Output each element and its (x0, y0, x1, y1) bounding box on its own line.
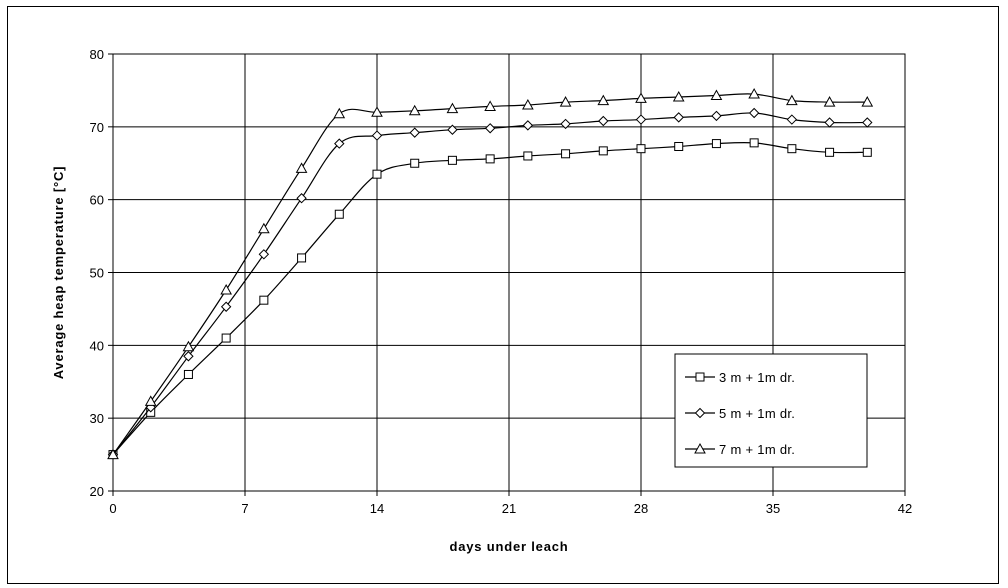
series-1 (108, 138, 872, 460)
x-tick-label: 7 (241, 501, 248, 516)
legend-label: 5 m + 1m dr. (719, 406, 795, 421)
data-point-diamond (711, 110, 722, 122)
data-point-square (825, 147, 835, 157)
data-point-triangle (446, 102, 459, 114)
y-tick-label: 20 (90, 484, 104, 499)
data-point-square (561, 149, 571, 159)
data-point-triangle (182, 340, 195, 352)
data-point-square (410, 158, 420, 168)
data-point-diamond (334, 138, 345, 149)
legend-item: 5 m + 1m dr. (685, 406, 795, 421)
data-point-diamond (183, 351, 194, 362)
data-point-square (372, 169, 382, 179)
data-point-triangle (559, 96, 572, 107)
data-point-square (862, 147, 872, 157)
data-point-square (485, 154, 495, 164)
data-point-square (674, 141, 684, 151)
data-point-diamond (635, 114, 647, 125)
x-axis-title: days under leach (449, 539, 568, 554)
data-point-triangle (107, 448, 119, 460)
x-tick-label: 14 (370, 501, 384, 516)
data-point-triangle (371, 106, 383, 117)
data-point-diamond (258, 249, 270, 260)
data-point-diamond (409, 127, 420, 138)
data-point-triangle (823, 96, 836, 107)
grid-lines (112, 53, 906, 492)
data-point-triangle (710, 89, 723, 101)
x-tick-label: 0 (109, 501, 116, 516)
data-point-triangle (295, 162, 308, 173)
data-point-triangle (748, 88, 760, 99)
legend-item: 3 m + 1m dr. (685, 370, 795, 385)
legend: 3 m + 1m dr. 5 m + 1m dr. 7 m + 1m dr. (674, 353, 868, 468)
legend-marker-diamond (694, 407, 706, 419)
x-tick-label: 42 (898, 501, 912, 516)
axis-ticks: 20 30 40 50 60 70 80 0 7 14 21 28 35 42 (90, 47, 913, 516)
data-point-diamond (673, 112, 684, 123)
x-tick-label: 21 (502, 501, 516, 516)
data-point-diamond (862, 117, 873, 128)
y-tick-label: 80 (90, 47, 104, 62)
data-point-triangle (672, 90, 685, 102)
data-point-diamond (748, 107, 760, 119)
data-point-triangle (522, 98, 534, 110)
data-point-diamond (598, 115, 609, 127)
data-point-diamond (371, 130, 383, 141)
data-point-square (259, 295, 269, 305)
chart-frame (7, 6, 999, 584)
y-tick-label: 50 (90, 266, 104, 281)
data-point-diamond (447, 124, 458, 135)
series-3 (107, 88, 874, 460)
legend-item: 7 m + 1m dr. (685, 442, 795, 457)
y-tick-label: 70 (90, 120, 104, 135)
data-point-triangle (144, 395, 157, 406)
legend-label: 7 m + 1m dr. (719, 442, 795, 457)
data-point-square (297, 253, 307, 263)
data-point-triangle (220, 283, 232, 295)
data-point-square (183, 369, 193, 379)
data-point-triangle (786, 94, 798, 106)
data-point-square (221, 333, 231, 343)
data-point-triangle (597, 94, 610, 106)
data-point-square (749, 138, 759, 148)
data-point-triangle (408, 104, 421, 116)
data-point-square (447, 155, 457, 165)
data-point-triangle (333, 107, 346, 119)
data-point-triangle (635, 92, 647, 103)
legend-marker-square (695, 372, 705, 382)
data-point-triangle (861, 96, 874, 107)
data-point-diamond (522, 120, 534, 131)
data-point-diamond (786, 114, 798, 125)
series-lines (107, 88, 874, 460)
data-point-diamond (220, 301, 232, 312)
data-point-square (711, 139, 721, 149)
data-point-triangle (484, 100, 496, 111)
data-point-square (636, 144, 646, 154)
data-point-square (787, 144, 797, 154)
y-axis-title: Average heap temperature [°C] (51, 166, 66, 380)
data-point-square (334, 209, 344, 219)
data-point-diamond (296, 193, 307, 204)
data-point-square (523, 151, 533, 161)
y-tick-label: 60 (90, 193, 104, 208)
legend-label: 3 m + 1m dr. (719, 370, 795, 385)
y-tick-label: 40 (90, 338, 104, 353)
x-tick-label: 28 (634, 501, 648, 516)
x-tick-label: 35 (766, 501, 780, 516)
data-point-diamond (484, 123, 496, 134)
data-point-diamond (560, 118, 571, 130)
series-2 (107, 107, 873, 460)
legend-marker-triangle (694, 442, 706, 454)
data-point-diamond (824, 117, 835, 128)
legend-box (674, 353, 868, 468)
y-tick-label: 30 (90, 411, 104, 426)
data-point-square (598, 146, 608, 156)
data-point-triangle (258, 222, 270, 234)
